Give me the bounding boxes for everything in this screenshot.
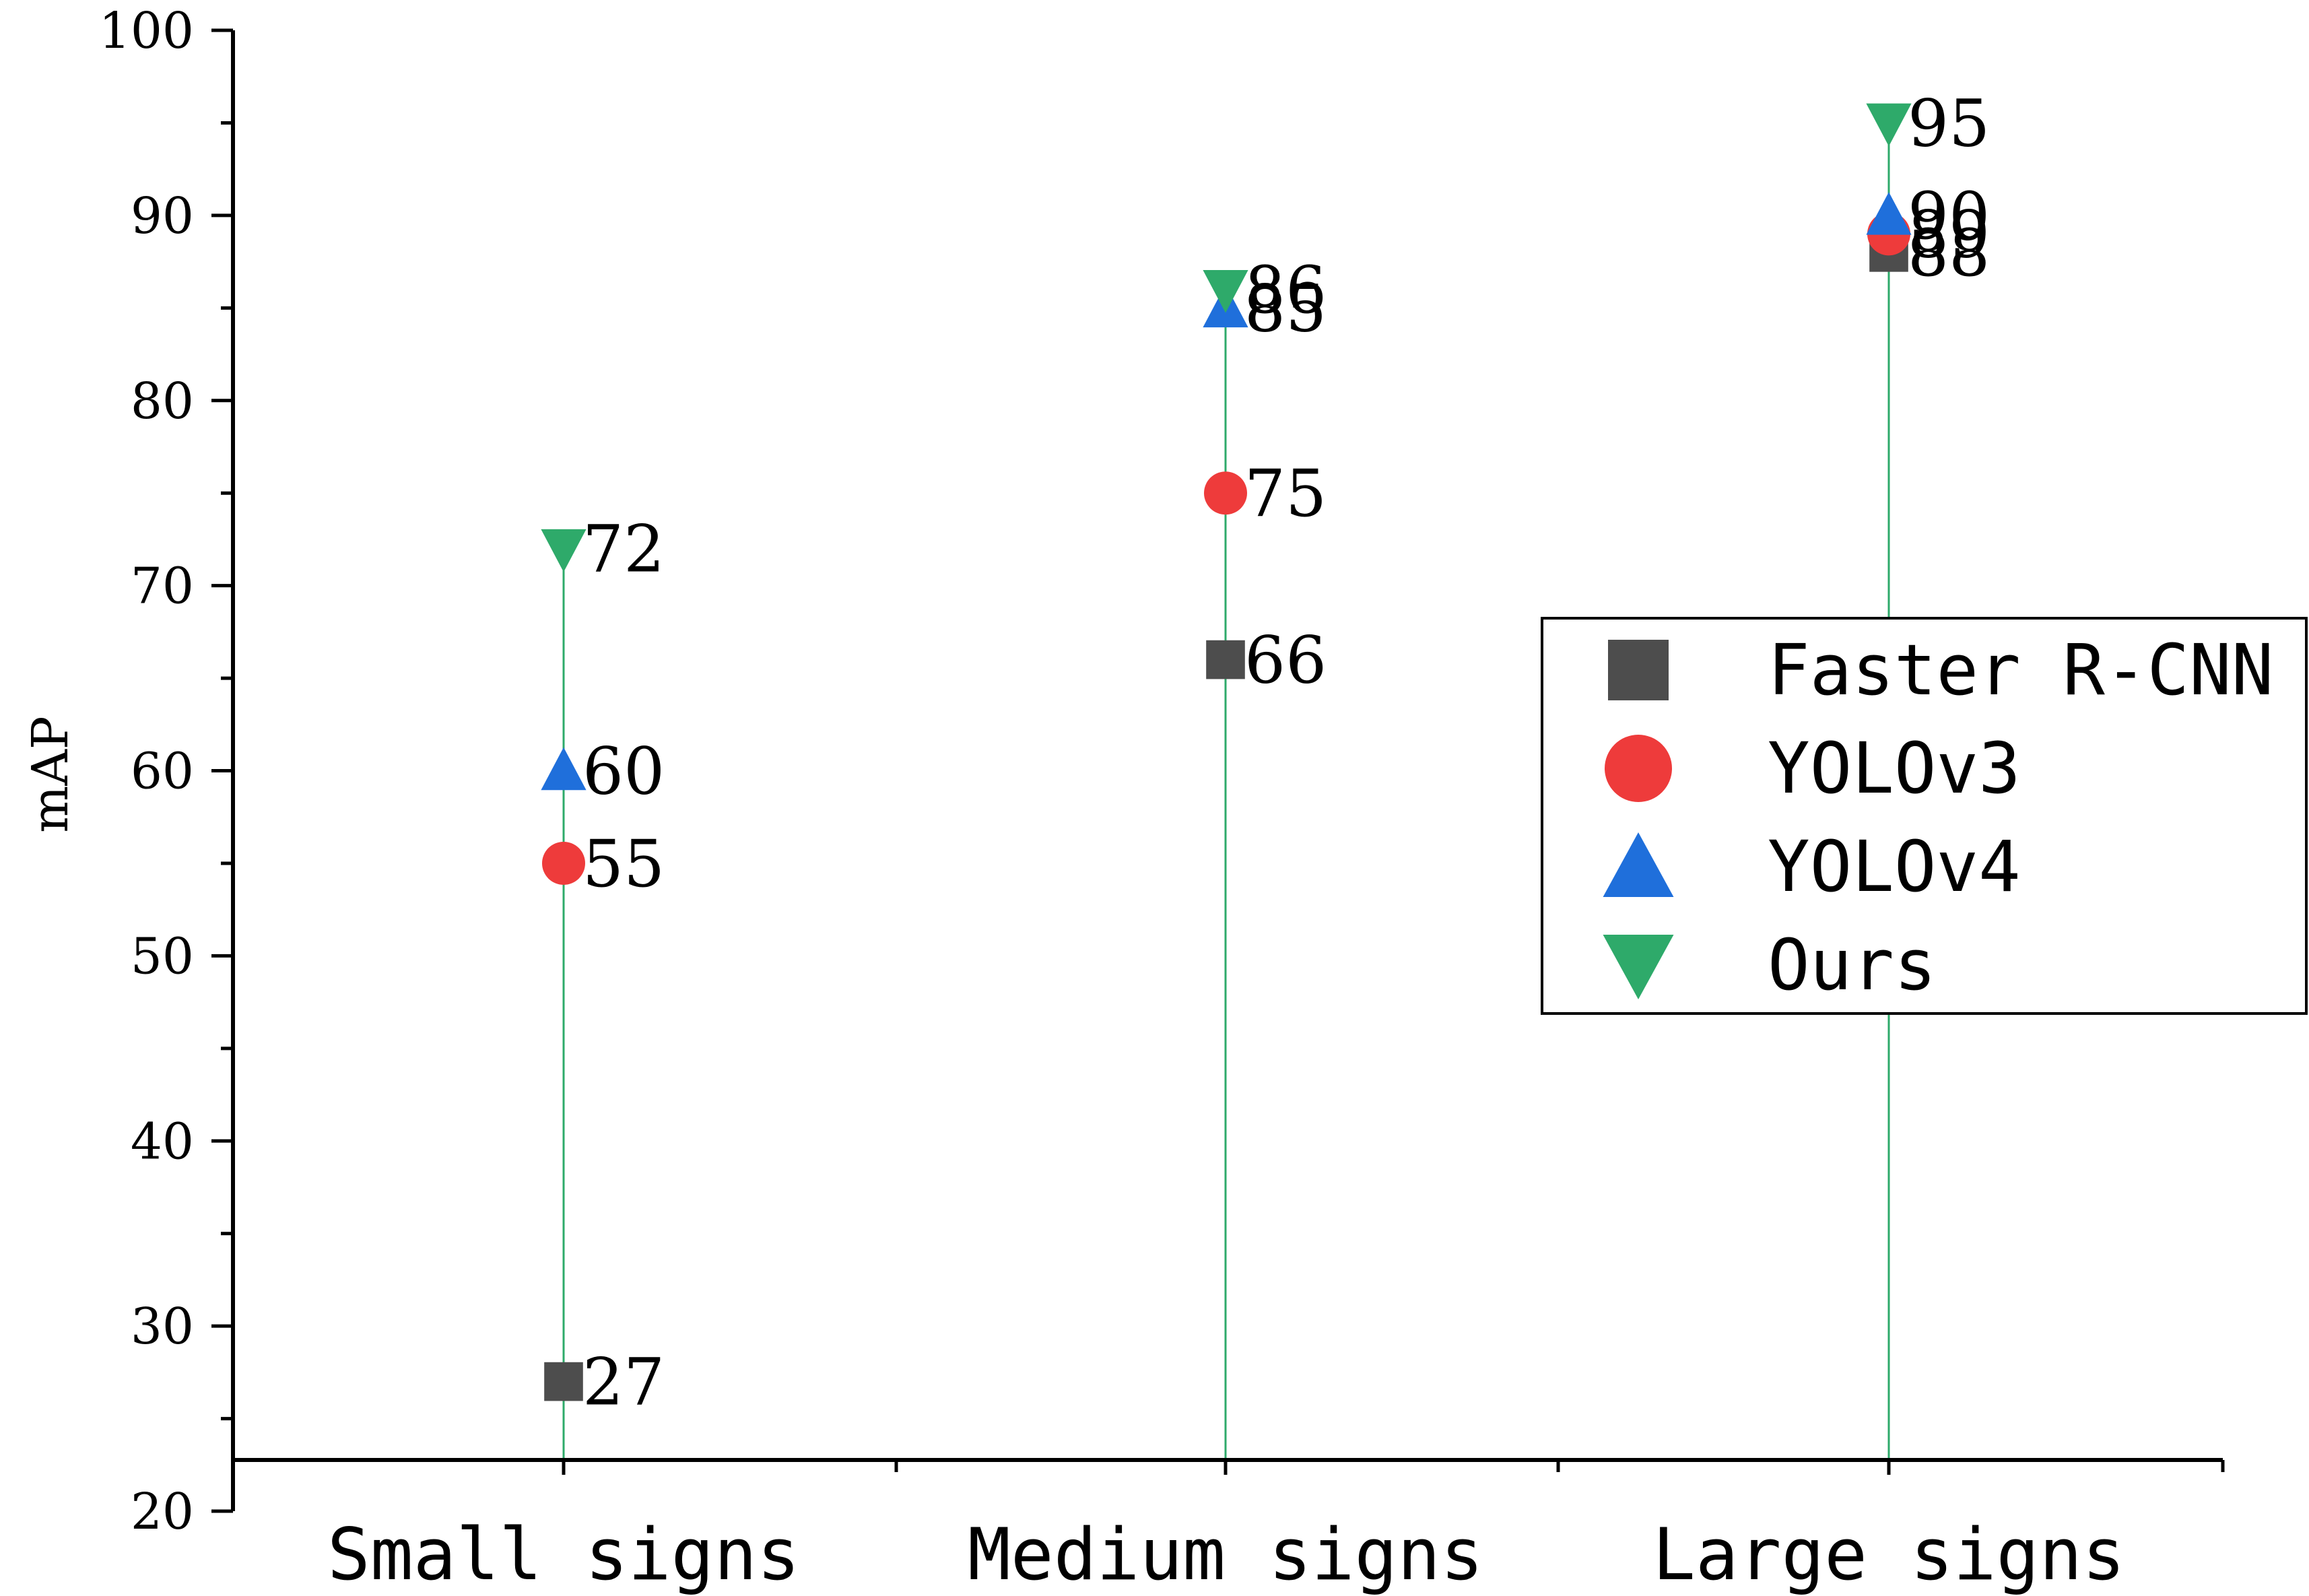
data-markers	[541, 103, 1912, 1401]
data-label-s3-0: 72	[582, 512, 665, 587]
marker-triangle-up-2	[1866, 192, 1912, 235]
data-label-s1-0: 55	[582, 826, 665, 902]
marker-triangle-down-1	[1203, 270, 1248, 313]
data-label-s0-1: 66	[1244, 623, 1327, 698]
data-label-s0-2: 88	[1908, 215, 1990, 291]
x-ticks: Small signs Medium signs Large signs	[327, 1460, 2225, 1596]
x-tick-label-0: Small signs	[327, 1513, 800, 1596]
marker-triangle-down-0	[541, 529, 587, 572]
y-tick-label-20: 20	[131, 1483, 194, 1541]
data-label-s3-1: 86	[1244, 253, 1327, 328]
legend-label-2: YOLOv4	[1768, 826, 2021, 908]
data-label-s2-1: 85	[1244, 271, 1327, 346]
legend-frame	[1541, 617, 2308, 1015]
x-tick-label-2: Large signs	[1652, 1513, 2125, 1596]
x-tick-label-1: Medium signs	[968, 1513, 1483, 1596]
marker-square-0	[544, 1362, 583, 1401]
legend: Faster R-CNN YOLOv3 YOLOv4 Ours	[1541, 617, 2308, 1015]
marker-triangle-up-0	[541, 747, 587, 791]
y-axis-label: mAP	[22, 716, 79, 832]
legend-label-1: YOLOv3	[1768, 727, 2021, 809]
data-label-s0-0: 27	[582, 1345, 665, 1420]
y-tick-label-100: 100	[99, 2, 194, 60]
y-tick-label-70: 70	[131, 558, 194, 616]
y-tick-label-90: 90	[131, 187, 194, 245]
legend-marker-2	[1603, 832, 1674, 897]
data-label-s1-2: 89	[1908, 197, 1990, 272]
y-tick-label-40: 40	[131, 1112, 194, 1170]
y-tick-label-60: 60	[131, 743, 194, 801]
data-label-s1-1: 75	[1244, 456, 1327, 531]
y-tick-label-50: 50	[131, 927, 194, 985]
y-tick-label-80: 80	[131, 372, 194, 430]
data-labels: 27 66 88 55 75 89 60 85 90 72 86 95	[582, 86, 1990, 1420]
data-label-s3-2: 95	[1908, 86, 1990, 161]
marker-square-1	[1206, 640, 1245, 679]
legend-label-0: Faster R-CNN	[1768, 629, 2273, 711]
data-label-s2-2: 90	[1908, 178, 1990, 254]
y-tick-label-30: 30	[131, 1298, 194, 1356]
legend-marker-0	[1608, 640, 1669, 700]
legend-marker-1	[1605, 735, 1672, 802]
y-ticks: 20 30 40 50 60 70 80 90 100	[99, 2, 233, 1541]
data-label-s2-0: 60	[582, 734, 665, 809]
marker-circle-1	[1204, 471, 1247, 515]
marker-triangle-down-2	[1866, 103, 1912, 147]
legend-marker-3	[1603, 935, 1674, 999]
legend-label-3: Ours	[1768, 924, 1936, 1006]
marker-circle-0	[542, 841, 585, 885]
